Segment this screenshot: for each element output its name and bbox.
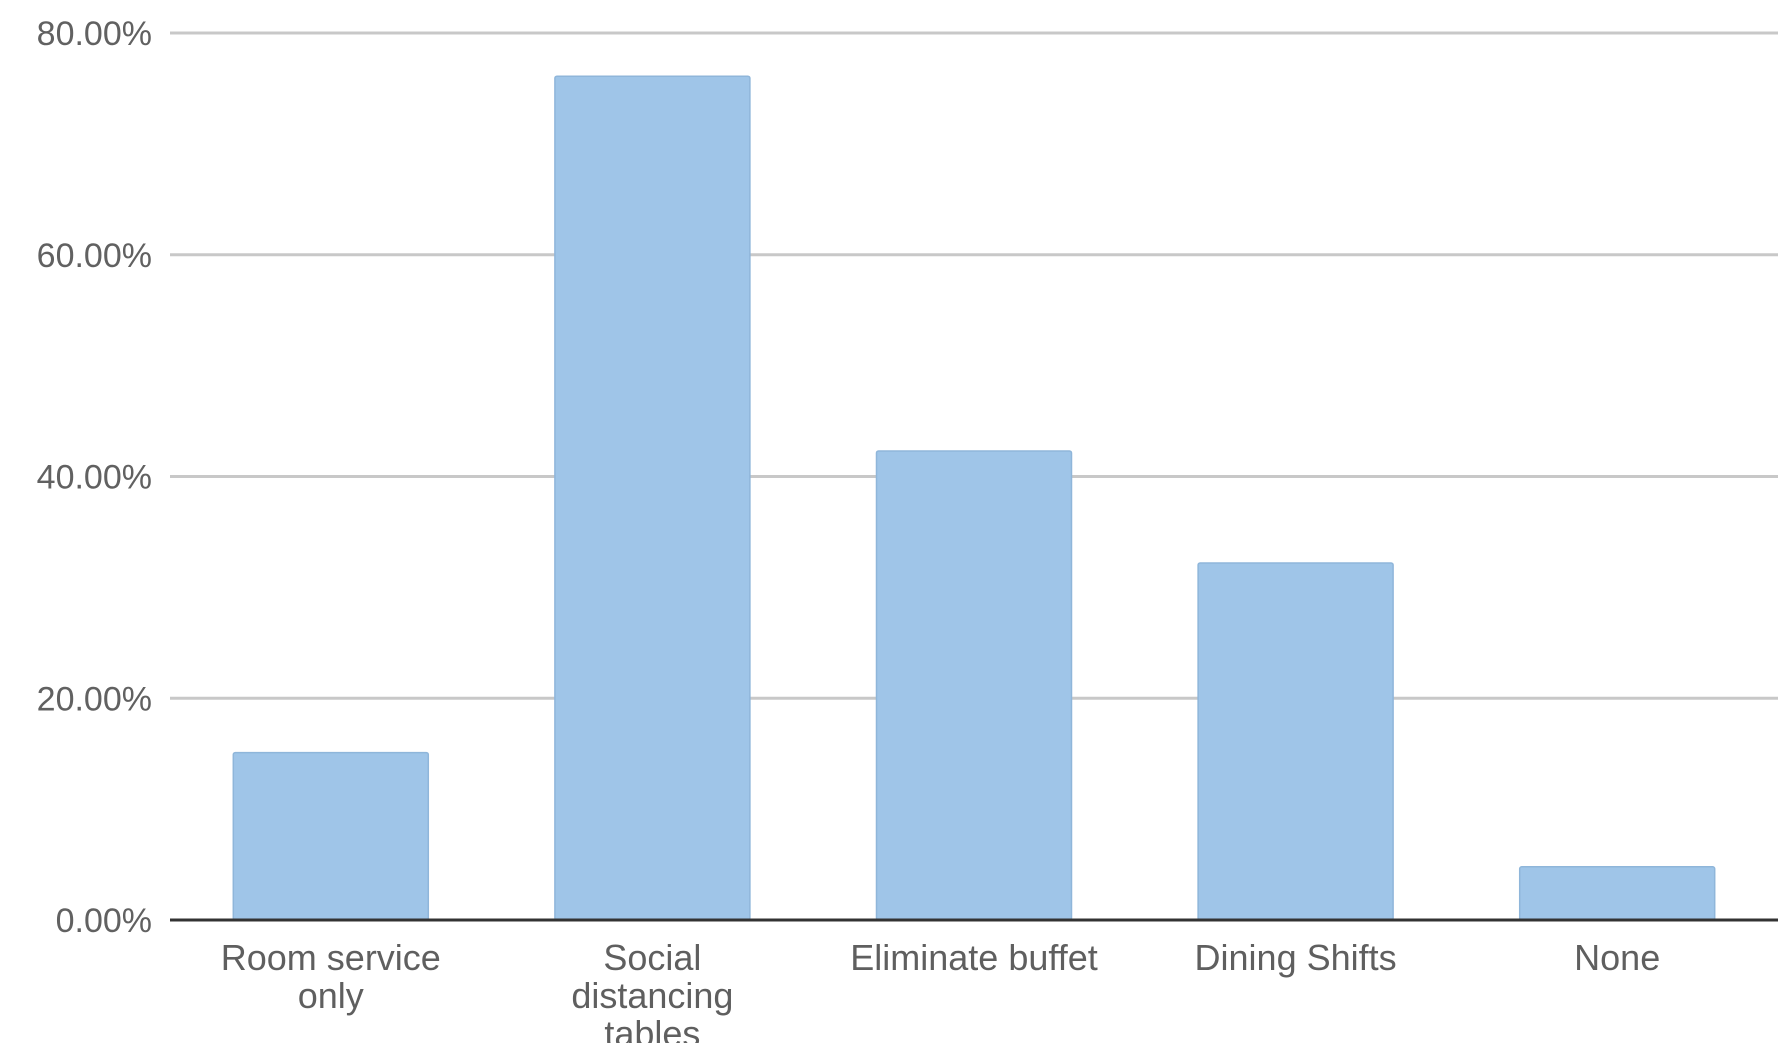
x-category-label-line: Eliminate buffet	[850, 937, 1097, 978]
x-category-label-line: distancing	[571, 975, 733, 1016]
x-category-label-line: Social	[603, 937, 701, 978]
bars	[232, 75, 1716, 921]
x-category-label-line: only	[298, 975, 364, 1016]
x-category-label-line: Room service	[221, 937, 441, 978]
bar	[554, 75, 751, 921]
bar	[875, 450, 1073, 921]
y-tick-label: 80.00%	[37, 15, 152, 53]
x-category-label: None	[1574, 937, 1660, 978]
x-category-label-line: tables	[604, 1013, 700, 1043]
y-tick-label: 0.00%	[56, 902, 152, 940]
y-tick-label: 40.00%	[37, 459, 152, 497]
x-axis-category-labels: Room service only Social distancing tables El…	[221, 937, 1660, 1043]
y-tick-label: 20.00%	[37, 680, 152, 718]
x-category-label-line: Dining Shifts	[1195, 937, 1397, 978]
x-category-label: Dining Shifts	[1195, 937, 1397, 978]
y-axis-tick-labels: 0.00% 20.00% 40.00% 60.00% 80.00%	[37, 15, 152, 940]
y-tick-label: 60.00%	[37, 237, 152, 275]
bar	[1518, 866, 1716, 921]
x-category-label: Social distancing tables	[571, 937, 733, 1043]
x-category-label: Room service only	[221, 937, 441, 1016]
x-category-label-line: None	[1574, 937, 1660, 978]
bar	[1197, 562, 1394, 921]
x-category-label: Eliminate buffet	[850, 937, 1097, 978]
bar	[232, 751, 430, 921]
